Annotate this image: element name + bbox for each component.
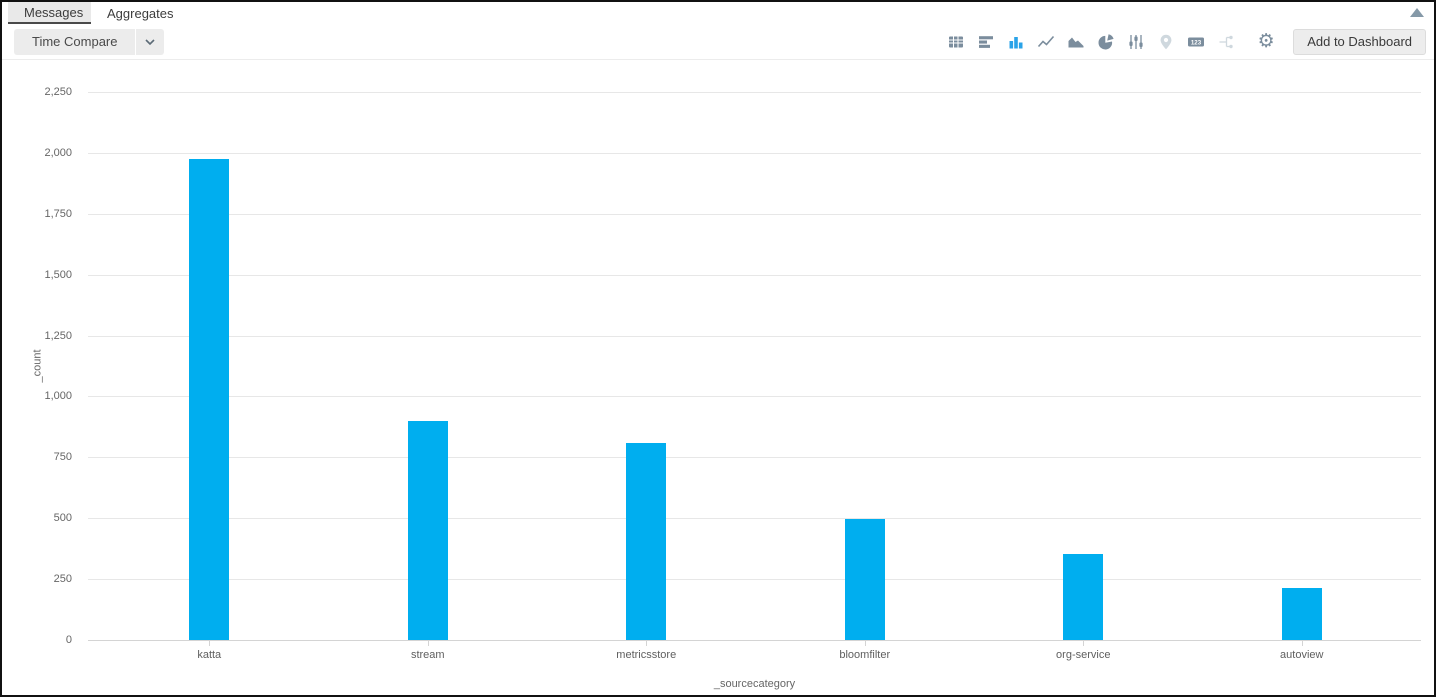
bar-org-service[interactable]: [1063, 553, 1104, 640]
x-tick-label-katta: katta: [197, 649, 222, 661]
aggregate-column-chart: _count 0 250 500 750 1,000 1,250 1,500 1,750 2,0…: [2, 60, 1434, 695]
map-icon: [1151, 27, 1181, 57]
x-tick-label-stream: stream: [410, 649, 445, 661]
gridline: [88, 457, 1421, 459]
y-tick-label: 1,500: [44, 268, 72, 281]
tab-messages-label: Messages: [24, 4, 84, 20]
y-tick-label: 2,250: [44, 86, 72, 98]
bar-autoview[interactable]: [1281, 587, 1322, 640]
y-tick-label: 0: [65, 634, 72, 646]
transaction-icon: [1211, 27, 1241, 57]
scroll-up-arrow-icon[interactable]: [1410, 8, 1424, 17]
y-tick-label: 500: [53, 512, 72, 525]
column-chart-icon[interactable]: [1001, 27, 1031, 57]
gridline: [88, 579, 1421, 581]
x-axis-title: _sourcecategory: [713, 678, 796, 690]
time-compare-button[interactable]: Time Compare: [14, 28, 136, 55]
time-compare-split-button: Time Compare: [14, 28, 165, 55]
gridline: [88, 518, 1421, 520]
x-tick-label-org-service: org-service: [1056, 649, 1111, 661]
tab-aggregates-label: Aggregates: [107, 5, 174, 21]
single-value-icon[interactable]: 123: [1181, 27, 1211, 57]
x-tick-label-metricsstore: metricsstore: [616, 649, 677, 661]
x-axis-labels: katta stream metricsstore bloomfilter org-se…: [88, 649, 1421, 663]
y-axis-labels: 0 250 500 750 1,000 1,250 1,500 1,750 2,000 2,250: [2, 86, 80, 646]
gridline: [88, 640, 1421, 641]
x-tick-mark: [209, 640, 211, 646]
x-tick-mark: [1083, 640, 1085, 646]
gridline: [88, 335, 1421, 337]
horizontal-bar-chart-icon[interactable]: [971, 27, 1001, 57]
tab-messages[interactable]: Messages: [8, 2, 100, 24]
x-tick-mark: [1301, 640, 1303, 646]
bar-katta[interactable]: [189, 158, 230, 640]
gridline: [88, 213, 1421, 215]
y-tick-label: 2,000: [44, 146, 72, 159]
area-chart-icon[interactable]: [1061, 27, 1091, 57]
table-icon[interactable]: [941, 27, 971, 57]
x-tick-mark: [427, 640, 429, 646]
tab-aggregates[interactable]: Aggregates: [91, 2, 190, 24]
bar-stream[interactable]: [407, 420, 448, 640]
add-to-dashboard-button[interactable]: Add to Dashboard: [1293, 28, 1426, 55]
x-tick-label-bloomfilter: bloomfilter: [839, 649, 891, 661]
x-tick-mark: [864, 640, 866, 646]
gridline: [88, 152, 1421, 154]
y-tick-label: 750: [53, 451, 72, 464]
bar-bloomfilter[interactable]: [844, 519, 885, 640]
y-tick-label: 1,250: [44, 329, 72, 342]
settings-icon[interactable]: ⚙: [1257, 30, 1275, 52]
box-plot-icon[interactable]: [1121, 27, 1151, 57]
x-tick-mark: [646, 640, 648, 646]
y-tick-label: 250: [53, 573, 72, 586]
pie-chart-icon[interactable]: [1091, 27, 1121, 57]
gridline: [88, 396, 1421, 398]
y-tick-label: 1,750: [44, 207, 72, 220]
bar-metricsstore[interactable]: [626, 442, 667, 640]
chart-type-toolbar: 123 ⚙: [941, 27, 1281, 57]
line-chart-icon[interactable]: [1031, 27, 1061, 57]
tab-bar: Messages Aggregates: [2, 2, 1434, 24]
x-tick-label-autoview: autoview: [1280, 649, 1324, 661]
chevron-down-icon: [144, 34, 156, 49]
svg-text:123: 123: [1191, 39, 1202, 46]
plot-area[interactable]: [88, 92, 1421, 646]
time-compare-dropdown-button[interactable]: [136, 28, 165, 55]
gridline: [88, 92, 1421, 93]
gridline: [88, 274, 1421, 276]
aggregates-toolbar: Time Compare 123 ⚙ Add to Dashboard: [2, 24, 1434, 60]
y-tick-label: 1,000: [44, 390, 72, 403]
